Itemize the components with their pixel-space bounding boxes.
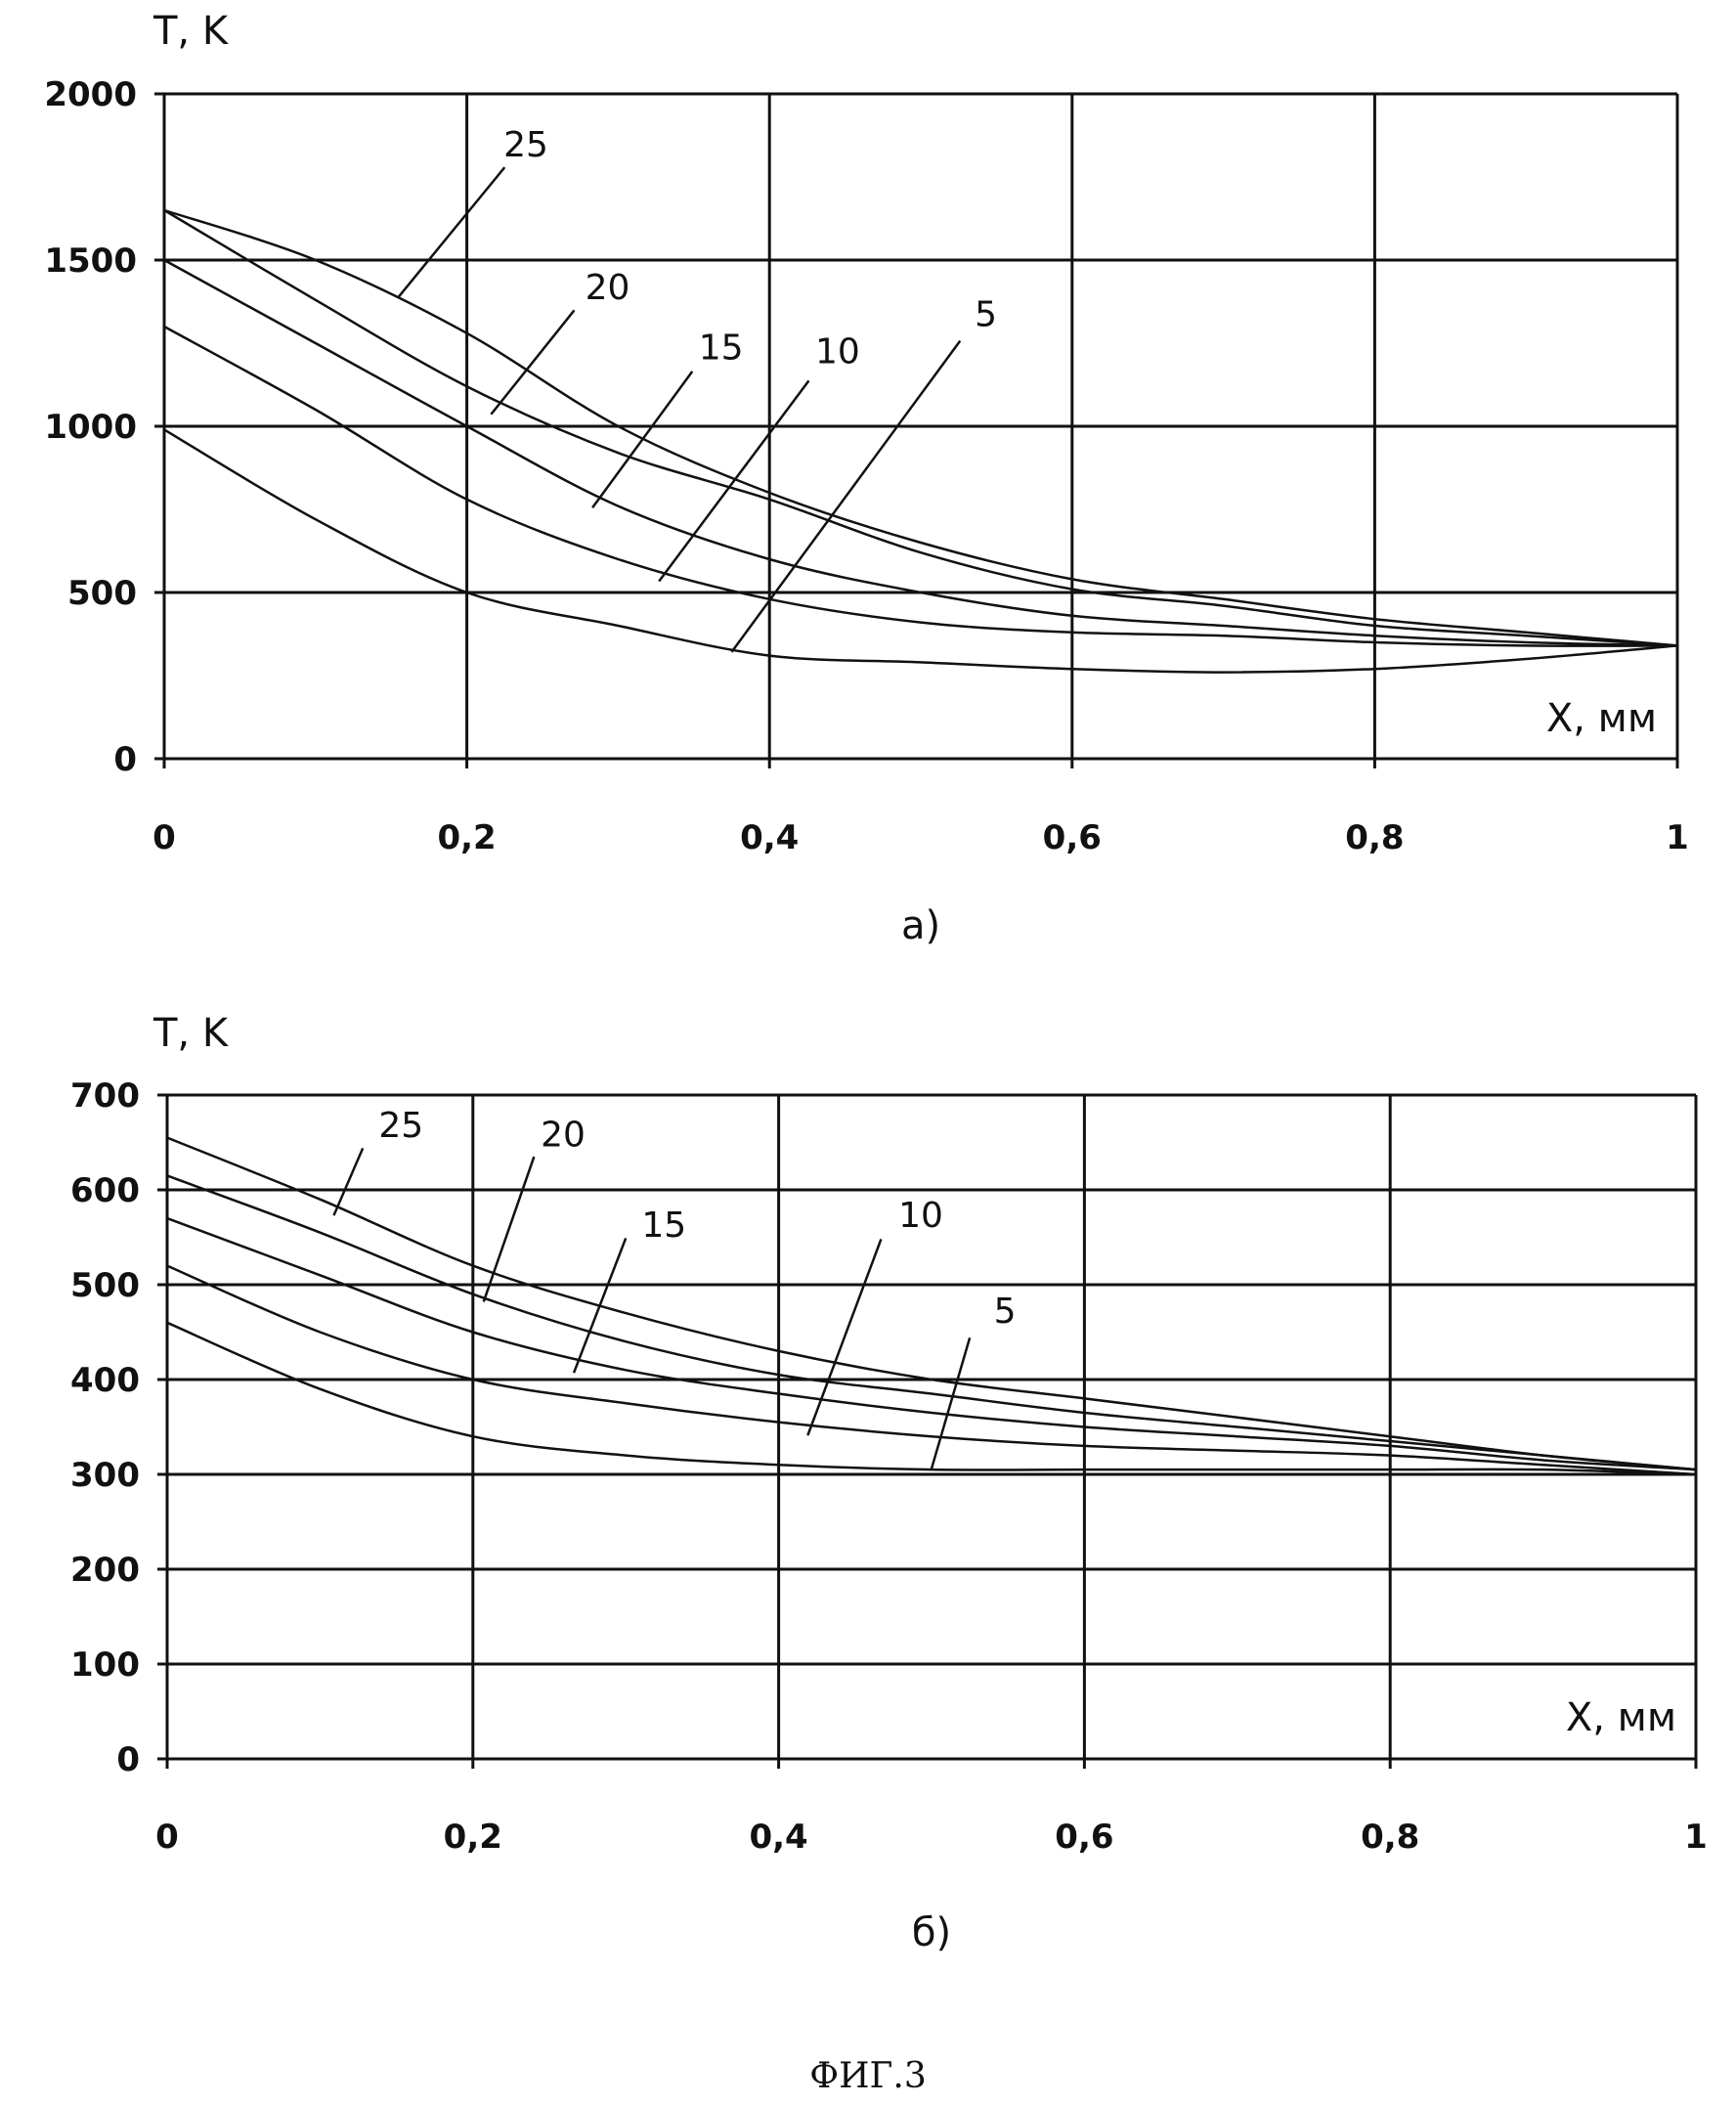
chart-a-series-25-leader (397, 166, 506, 298)
chart-b-ytick-label: 200 (70, 1551, 140, 1590)
chart-b-series-5-label: 5 (994, 1292, 1017, 1332)
figure-caption: ФИГ.3 (809, 2056, 926, 2096)
chart-a-ytick-label: 1500 (44, 241, 137, 281)
chart-b-series-10-leader (806, 1239, 883, 1436)
chart-b-series-15-leader (572, 1238, 628, 1374)
chart-b-xlabel: X, мм (1566, 1695, 1676, 1740)
chart-b-panel-label: б) (912, 1910, 951, 1955)
chart-a-ytick-label: 500 (67, 574, 137, 613)
chart-b-ytick-label: 700 (70, 1076, 140, 1116)
chart-a-xtick-label: 0,6 (1043, 818, 1102, 857)
chart-b-xtick-label: 0,2 (444, 1818, 502, 1857)
chart-a-xtick-label: 1 (1666, 818, 1689, 857)
chart-a-series-15-leader (591, 371, 694, 509)
chart-a-panel-label: а) (901, 903, 940, 948)
chart-b-xtick-label: 0,4 (749, 1818, 807, 1857)
chart-b-xlabel-bg (1525, 1689, 1681, 1740)
chart-a-xtick-label: 0,2 (437, 818, 496, 857)
chart-b-series-5-leader (930, 1337, 972, 1469)
chart-b-series-15-label: 15 (641, 1205, 686, 1246)
chart-a-xtick-label: 0,4 (740, 818, 799, 857)
chart-b-ytick-label: 600 (70, 1171, 140, 1210)
chart-a-ytick-label: 0 (113, 740, 137, 779)
chart-b-series-20-line (166, 1174, 1697, 1471)
chart-b-series-25-leader (332, 1147, 365, 1216)
chart-a-series-20-label: 20 (586, 268, 630, 308)
chart-b-ylabel: T, K (152, 1011, 230, 1056)
chart-a-series-5-line (163, 428, 1678, 674)
chart-a-xtick-label: 0 (152, 818, 176, 857)
chart-b-series-20-label: 20 (541, 1116, 586, 1156)
chart-a-series-20-leader (490, 309, 576, 416)
chart-a-xlabel: X, мм (1546, 696, 1657, 741)
chart-a-series-5-leader (730, 339, 962, 653)
chart-a-xlabel-bg (1505, 690, 1662, 741)
chart-a-series-25-line (163, 208, 1678, 647)
chart-b-ytick-label: 500 (70, 1266, 140, 1305)
chart-b-ytick-label: 400 (70, 1361, 140, 1400)
chart-b-series-10-line (166, 1264, 1697, 1476)
chart-b-xtick-label: 1 (1684, 1818, 1708, 1857)
chart-b-series-25-line (166, 1136, 1697, 1471)
chart-b-ytick-label: 0 (116, 1740, 140, 1779)
chart-b-ytick-label: 300 (70, 1456, 140, 1495)
chart-a-ytick-label: 1000 (44, 408, 137, 447)
chart-a-ylabel: T, K (152, 9, 230, 54)
chart-b-series-10-label: 10 (898, 1196, 943, 1236)
chart-b-xtick-label: 0,8 (1361, 1818, 1419, 1857)
chart-a-series-10-label: 10 (815, 332, 860, 373)
chart-b-series-20-leader (482, 1156, 536, 1302)
chart-b-series-25-label: 25 (378, 1106, 423, 1146)
chart-a-series-5-label: 5 (975, 294, 997, 334)
chart-a-series-15-label: 15 (699, 328, 744, 368)
chart-b-series-5-line (166, 1321, 1697, 1476)
chart-b-xtick-label: 0,6 (1055, 1818, 1113, 1857)
chart-a-series-10-leader (658, 379, 810, 583)
chart-a-series-20-line (163, 208, 1678, 647)
chart-b-series-15-line (166, 1216, 1697, 1471)
chart-a-series-15-line (163, 258, 1678, 647)
chart-b-xtick-label: 0 (155, 1818, 179, 1857)
chart-a-xtick-label: 0,8 (1345, 818, 1404, 857)
chart-a-series-10-line (163, 325, 1678, 647)
chart-a-series-25-label: 25 (503, 125, 548, 165)
chart-a-ytick-label: 2000 (44, 75, 137, 114)
chart-b-ytick-label: 100 (70, 1645, 140, 1685)
